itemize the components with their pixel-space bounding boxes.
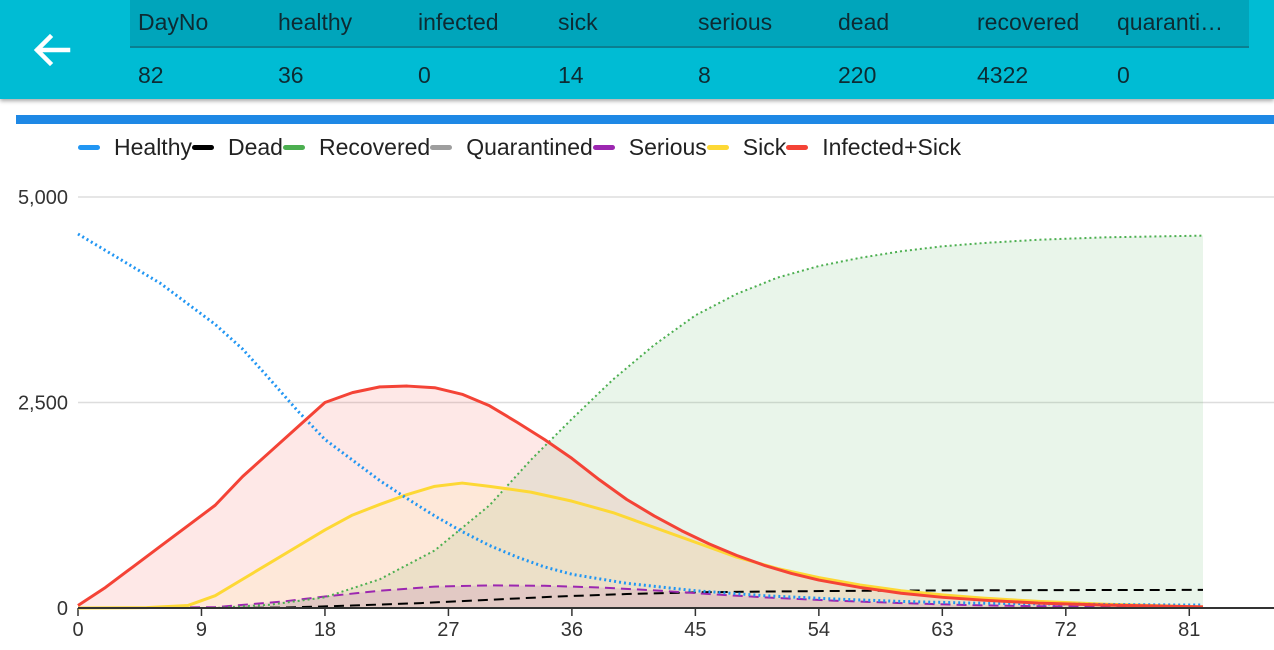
accent-divider xyxy=(16,115,1274,124)
legend-label: Serious xyxy=(628,133,707,160)
x-tick-label: 72 xyxy=(1055,619,1077,641)
series-area-serious xyxy=(78,585,1203,608)
legend-swatch xyxy=(786,144,809,150)
table-cell: 82 xyxy=(138,62,164,88)
legend-item-healthy: Healthy xyxy=(78,134,192,161)
y-tick-label: 5,000 xyxy=(18,187,68,209)
column-header: healthy xyxy=(278,9,353,35)
legend-swatch xyxy=(191,144,214,150)
series-area-recovered xyxy=(78,235,1203,608)
y-tick-label: 2,500 xyxy=(18,393,68,415)
legend-label: Healthy xyxy=(114,133,192,160)
table-cell: 4322 xyxy=(977,62,1029,88)
chart-legend: Healthy Dead Recovered Quarantined Serious Si… xyxy=(78,130,961,164)
table-cell: 0 xyxy=(1117,62,1130,88)
table-cell: 8 xyxy=(698,62,711,88)
legend-label: Recovered xyxy=(318,133,431,160)
legend-swatch xyxy=(78,144,100,150)
x-tick-label: 0 xyxy=(72,619,83,641)
x-tick-label: 18 xyxy=(314,619,336,641)
back-button[interactable] xyxy=(22,20,82,80)
x-tick-label: 9 xyxy=(196,619,207,641)
series-line-sick xyxy=(77,481,1204,610)
stats-table: DayNo healthy infected sick serious dead… xyxy=(130,0,1249,99)
legend-label: Dead xyxy=(227,133,283,160)
table-cell: 220 xyxy=(838,62,877,88)
x-tick-label: 27 xyxy=(437,619,459,641)
table-row: 82 36 0 14 8 220 4322 0 xyxy=(130,52,1249,98)
series-line-recovered xyxy=(78,234,1204,609)
table-cell: 36 xyxy=(278,62,304,88)
table-header-row: DayNo healthy infected sick serious dead… xyxy=(130,0,1249,48)
x-tick-label: 54 xyxy=(808,619,830,641)
legend-label: Infected+Sick xyxy=(822,133,961,160)
series-area-sick xyxy=(78,483,1203,608)
column-header: infected xyxy=(418,9,499,35)
line-chart: 0 2,500 5,000 0 9 18 27 36 45 54 63 72 81 xyxy=(18,187,1274,641)
legend-item-sick: Sick xyxy=(706,133,787,161)
series-line-infected_sick xyxy=(77,384,1204,609)
legend-label: Quarantined xyxy=(466,133,593,160)
x-tick-label: 81 xyxy=(1178,619,1200,641)
legend-label: Sick xyxy=(742,133,787,160)
legend-swatch xyxy=(592,144,615,150)
legend-item-infected_sick: Infected+Sick xyxy=(786,134,961,161)
series-area-infected_sick xyxy=(78,386,1203,608)
column-header: sick xyxy=(558,9,598,35)
x-tick-label: 45 xyxy=(684,619,706,641)
column-header: serious xyxy=(698,9,773,35)
legend-swatch xyxy=(430,144,453,150)
legend-item-serious: Serious xyxy=(592,133,707,161)
legend-swatch xyxy=(706,144,729,150)
column-header: recovered xyxy=(977,9,1080,35)
table-cell: 0 xyxy=(418,62,431,88)
column-header: dead xyxy=(838,9,890,35)
series-line-dead xyxy=(78,588,1204,609)
legend-item-dead: Dead xyxy=(191,133,283,161)
x-tick-label: 63 xyxy=(931,619,953,641)
column-header: DayNo xyxy=(138,9,209,35)
legend-swatch xyxy=(282,144,305,150)
top-bar: DayNo healthy infected sick serious dead… xyxy=(0,0,1274,99)
legend-item-quarantined: Quarantined xyxy=(430,134,593,161)
x-tick-label: 36 xyxy=(561,619,583,641)
arrow-left-icon xyxy=(33,33,71,67)
table-cell: 14 xyxy=(558,62,584,88)
legend-item-recovered: Recovered xyxy=(282,133,431,161)
y-tick-label: 0 xyxy=(57,598,68,620)
column-header: quaranti… xyxy=(1117,9,1224,35)
